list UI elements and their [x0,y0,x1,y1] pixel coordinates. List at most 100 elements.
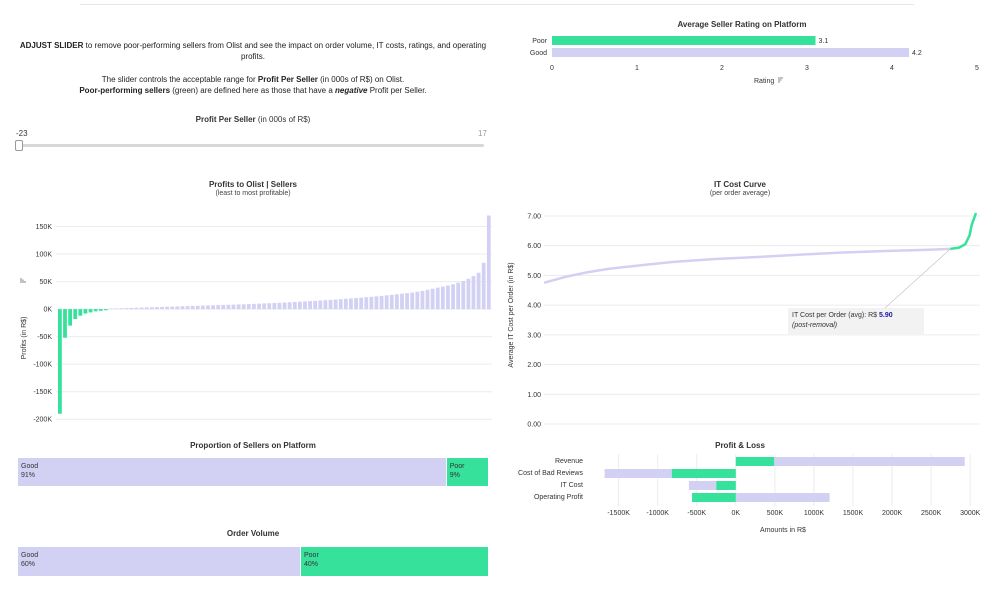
profits-bar-poor [63,309,67,338]
profits-y-tick: -200K [33,417,52,424]
profits-bar-good [338,299,343,310]
pnl-bar-good [688,481,717,490]
itcost-y-tick: 6.00 [527,243,541,250]
profits-bar-good [318,300,323,310]
profits-bar-good [241,304,246,310]
adjust-label: ADJUST SLIDER [19,41,84,50]
rating-x-tick: 2 [720,65,724,72]
profits-bar-poor [78,309,83,316]
itcost-y-tick: 4.00 [527,303,541,310]
profits-bar-good [114,308,118,310]
profits-bar-good [292,301,297,310]
profits-bar-good [313,300,318,310]
profits-bar-good [476,272,481,310]
volume-poor-name: Poor [304,552,319,559]
volume-good-name: Good [21,552,39,559]
itcost-y-tick: 3.00 [527,332,541,339]
profits-bar-good [175,306,180,310]
profits-bar-good [221,304,226,310]
profits-bar-good [303,301,307,310]
pnl-category-label: Operating Profit [534,494,583,501]
profits-bar-good [109,308,113,310]
itcost-y-tick: 5.00 [527,273,541,280]
itcost-y-tick: 1.00 [527,392,541,399]
itcost-annotation: IT Cost per Order (avg): R$ 5.90 (post-r… [788,308,924,334]
profits-bar-good [277,302,282,310]
profits-bar-good [287,302,292,310]
pnl-x-tick: -1000K [646,510,669,517]
profits-bar-good [180,306,185,310]
rating-value-label: 4.2 [912,50,922,57]
profits-chart-subtitle: (least to most profitable) [215,190,291,197]
intro-line2-b: Profit Per Seller [257,75,318,84]
profits-bar-good [246,304,251,310]
profits-y-tick: -150K [33,389,52,396]
profits-ylabel: Profits (in R$) [21,317,28,360]
volume-poor-segment: Poor 40% [300,547,488,576]
pnl-x-tick: 1500K [843,510,864,517]
profits-bar-good [160,306,164,310]
profits-bar-good [451,284,455,310]
pnl-x-tick: 3000K [960,510,981,517]
pnl-bar-poor [735,457,775,466]
intro-line3-a: Poor-performing sellers [79,86,171,95]
profits-bar-poor [93,309,98,312]
intro-line2-c: (in 000s of R$) on Olist. [317,75,405,84]
itcost-ylabel: Average IT Cost per Order (in R$) [508,262,515,367]
profits-sort-icon[interactable] [20,278,26,283]
pnl-x-tick: -500K [687,510,706,517]
profits-bar-good [374,296,379,310]
itcost-chart-title: IT Cost Curve [713,180,766,189]
profits-bar-good [308,301,312,310]
profits-bar-good [359,297,364,310]
pnl-bar-poor [671,469,736,478]
itcost-chart: Average IT Cost per Order (in R$) 7.00 6.… [508,212,980,429]
pnl-bar-poor [692,493,736,502]
rating-category-label: Poor [532,38,547,45]
rating-bar [552,48,909,57]
profits-bar-good [323,300,328,310]
proportion-bar: Good 91% Poor 9% [18,458,488,486]
profits-bar-good [486,215,491,310]
slider-title: Profit Per Seller (in 000s of R$) [18,115,488,124]
pnl-chart-title: Profit & Loss [715,441,765,450]
profits-bar-poor [98,309,103,311]
profits-bar-good [425,289,430,310]
profits-bar-good [272,303,277,310]
profits-bar-good [231,304,236,310]
profits-chart-title: Profits to Olist | Sellers [208,180,298,189]
volume-poor-value: 40% [304,561,319,568]
profits-bar-good [461,281,466,310]
volume-bar: Good 60% Poor 40% [18,547,488,576]
profits-bar-good [119,308,124,310]
profits-chart: Profits (in R$) 150K 100K 50K 0K -50K -100K -1… [20,215,492,424]
pnl-x-tick: 2500K [921,510,942,517]
proportion-good-name: Good [21,463,39,470]
profits-bar-good [236,304,241,310]
profits-bar-good [369,296,374,310]
pnl-x-tick: 0K [732,510,741,517]
profits-bar-good [200,305,205,310]
pnl-x-tick: 2000K [882,510,903,517]
pnl-category-label: Cost of Bad Reviews [518,470,583,477]
pnl-bar-poor [716,481,736,490]
profits-bar-poor [73,309,78,320]
profits-bar-poor [58,309,62,414]
sort-icon[interactable] [778,77,783,83]
profits-y-tick: 0K [43,307,52,314]
rating-chart: Rating Poor 3.1 Good 4.2 0 1 2 3 4 5 [530,36,979,85]
slider-title-bold: Profit Per Seller [195,115,256,124]
profits-bar-good [252,303,256,310]
profits-bar-good [297,301,302,310]
proportion-poor-value: 9% [449,472,460,479]
profits-bar-good [410,292,415,310]
pnl-category-label: IT Cost [561,482,583,489]
slider-min-label: -23 [16,129,28,138]
profits-bar-good [415,291,420,310]
proportion-poor-segment: Poor 9% [445,458,488,486]
profits-bar-good [216,305,221,310]
profit-slider-track[interactable] [18,144,484,147]
profit-slider-handle[interactable] [15,140,23,151]
profits-y-tick: -50K [37,334,52,341]
profits-bar-good [328,299,333,310]
